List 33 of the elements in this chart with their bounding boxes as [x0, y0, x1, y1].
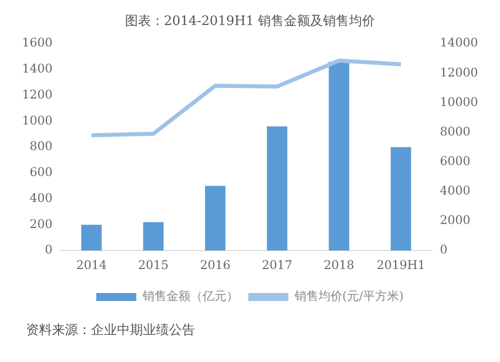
- y-tick-label: 0: [44, 242, 53, 257]
- y-tick-label: 800: [30, 139, 53, 154]
- y-tick-label: 200: [30, 216, 53, 231]
- bar: [390, 147, 412, 251]
- y2-tick-label: 8000: [440, 124, 470, 138]
- y-tick-label: 600: [30, 165, 53, 180]
- y2-tick-label: 6000: [440, 154, 470, 168]
- y2-tick-label: 4000: [440, 184, 470, 198]
- chart-title: 图表：2014-2019H1 销售金额及销售均价: [124, 14, 376, 30]
- bar: [81, 224, 102, 251]
- y-tick-label: 400: [30, 190, 53, 205]
- x-tick-label: 2018: [324, 258, 354, 272]
- y2-tick-label: 0: [440, 242, 448, 257]
- bar: [205, 186, 226, 251]
- y2-tick-label: 12000: [440, 65, 478, 80]
- y-tick-label: 1000: [22, 113, 53, 128]
- text: 资料来源：企业中期业绩公告: [26, 322, 196, 339]
- legend-label: 销售均价(元/平方米): [293, 289, 404, 304]
- y-tick-label: 1600: [22, 36, 53, 50]
- x-tick-label: 2016: [200, 258, 231, 272]
- y-tick-label: 1200: [22, 87, 53, 102]
- legend-label: 销售金额（亿元）: [141, 289, 238, 304]
- y2-tick-label: 2000: [440, 213, 470, 228]
- bar: [328, 62, 350, 251]
- x-tick-label: 2015: [138, 258, 169, 272]
- y-tick-label: 1400: [22, 62, 53, 76]
- x-tick-label: 2017: [262, 258, 292, 272]
- y2-tick-label: 14000: [440, 36, 478, 50]
- x-tick-label: 2019H1: [376, 258, 426, 272]
- y2-tick-label: 10000: [440, 94, 478, 109]
- bar: [266, 126, 288, 251]
- x-tick-label: 2014: [76, 258, 108, 272]
- bar: [143, 222, 164, 251]
